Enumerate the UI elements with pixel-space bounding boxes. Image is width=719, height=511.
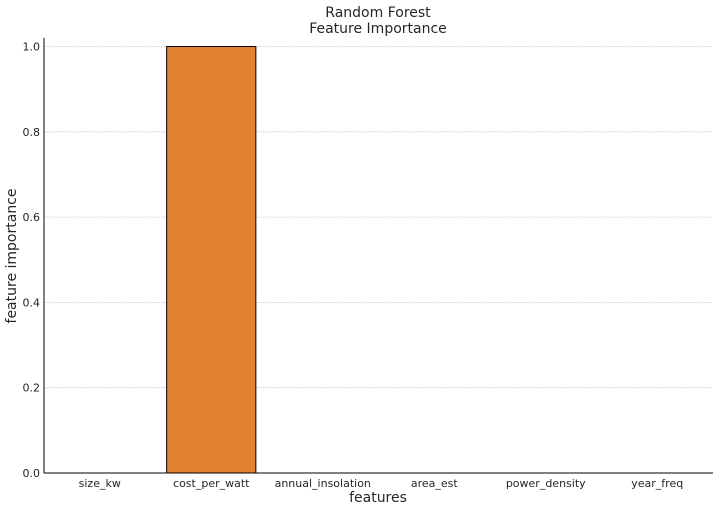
bar-cost_per_watt bbox=[166, 46, 257, 474]
grid-lines bbox=[44, 46, 713, 389]
y-tick-label: 0.8 bbox=[23, 126, 41, 139]
bars bbox=[166, 46, 257, 474]
y-tick-label: 0.6 bbox=[23, 211, 41, 224]
y-tick-label: 0.2 bbox=[23, 382, 41, 395]
y-tick-label: 0.0 bbox=[23, 467, 41, 480]
chart-title-line-2: Feature Importance bbox=[309, 21, 447, 37]
y-axis-label: feature importance bbox=[4, 189, 20, 324]
x-tick-label-size_kw: size_kw bbox=[79, 477, 121, 490]
x-tick-label-annual_insolation: annual_insolation bbox=[275, 477, 371, 490]
x-tick-label-year_freq: year_freq bbox=[631, 477, 683, 490]
x-tick-label-area_est: area_est bbox=[411, 477, 459, 490]
x-axis-label: features bbox=[349, 490, 407, 506]
y-tick-labels: 0.0 0.2 0.4 0.6 0.8 1.0 bbox=[23, 41, 41, 480]
y-tick-label: 1.0 bbox=[23, 41, 41, 54]
x-tick-label-power_density: power_density bbox=[506, 477, 586, 490]
x-tick-labels: size_kw cost_per_watt annual_insolation are… bbox=[79, 477, 684, 490]
y-tick-label: 0.4 bbox=[23, 296, 41, 309]
chart-title-line-1: Random Forest bbox=[325, 5, 431, 21]
x-tick-label-cost_per_watt: cost_per_watt bbox=[173, 477, 250, 490]
